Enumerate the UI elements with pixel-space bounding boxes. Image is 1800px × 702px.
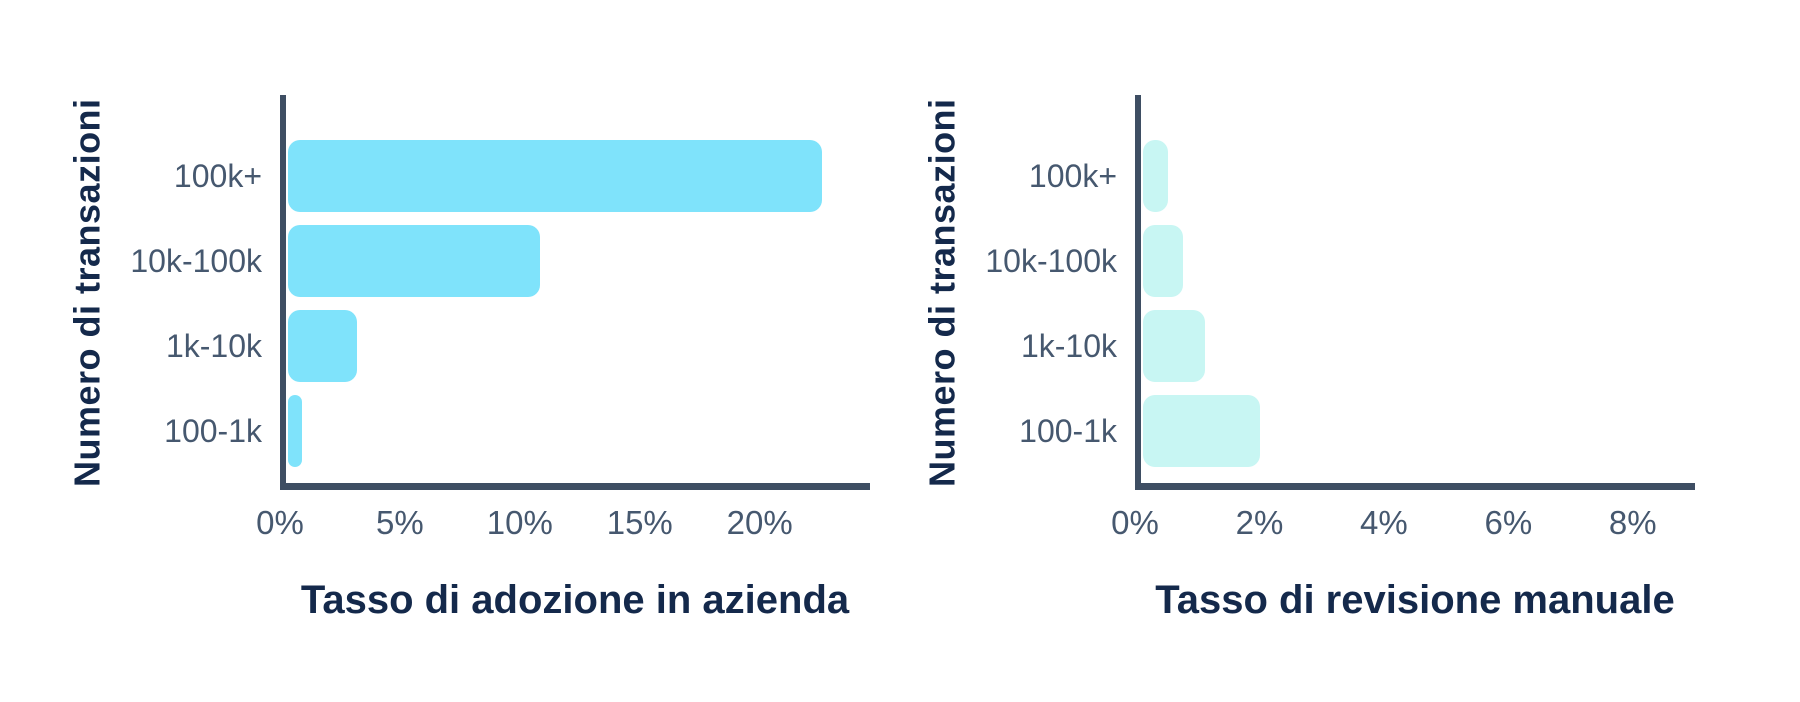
x-tick-label: 10% <box>486 504 553 541</box>
bar-100k- <box>1143 140 1168 212</box>
title-spacer <box>55 578 280 623</box>
bar-100k- <box>288 140 823 212</box>
bar-1k-10k <box>1143 310 1205 382</box>
x-tick-label: 15% <box>606 504 673 541</box>
x-tick-label: 4% <box>1360 504 1408 541</box>
category-label: 100-1k <box>1019 412 1117 449</box>
x-tick-label: 2% <box>1235 504 1284 541</box>
title-row: Tasso di adozione in azienda <box>55 578 870 623</box>
x-tick-label: 0% <box>256 504 304 541</box>
x-tick-label: 20% <box>726 504 793 541</box>
chart-title: Tasso di revisione manuale <box>1155 578 1675 622</box>
bars-container <box>286 95 870 467</box>
y-axis-title: Numero di transazioni <box>921 98 963 487</box>
y-axis-title: Numero di transazioni <box>66 98 108 487</box>
bar-10k-100k <box>288 225 540 297</box>
axis-spacer <box>55 490 280 550</box>
x-tick-label: 5% <box>376 504 424 541</box>
title-row: Tasso di revisione manuale <box>910 578 1695 623</box>
category-label: 10k-100k <box>985 242 1117 279</box>
bars-container <box>1141 95 1695 467</box>
bar-1k-10k <box>288 310 357 382</box>
category-label: 10k-100k <box>130 242 262 279</box>
category-labels: 100k+ 10k-100k 1k-10k 100-1k <box>120 95 280 490</box>
chart-adoption-rate: Numero di transazioni 100k+ 10k-100k 1k-10… <box>55 95 870 702</box>
category-labels: 100k+ 10k-100k 1k-10k 100-1k <box>975 95 1135 490</box>
category-label: 100k+ <box>173 157 262 194</box>
x-tick-label: 0% <box>1111 504 1159 541</box>
bar-10k-100k <box>1143 225 1183 297</box>
category-label: 1k-10k <box>1020 327 1117 364</box>
axis-spacer <box>910 490 1135 550</box>
bar-100-1k <box>1143 395 1260 467</box>
plot-area <box>1135 95 1695 490</box>
chart-body: Numero di transazioni 100k+ 10k-100k 1k-10… <box>55 95 870 490</box>
x-tick-label: 6% <box>1484 504 1533 541</box>
x-axis-row: 0% 2% 4% 6% 8% <box>910 490 1695 550</box>
x-axis-ticks: 0% 2% 4% 6% 8% <box>1111 490 1695 550</box>
chart-title: Tasso di adozione in azienda <box>300 578 850 622</box>
category-label: 100k+ <box>1028 157 1117 194</box>
title-spacer <box>910 578 1135 623</box>
chart-body: Numero di transazioni 100k+ 10k-100k 1k-10… <box>910 95 1695 490</box>
category-label: 1k-10k <box>165 327 262 364</box>
x-tick-label: 8% <box>1608 504 1657 541</box>
category-label: 100-1k <box>164 412 262 449</box>
chart-manual-review-rate: Numero di transazioni 100k+ 10k-100k 1k-10… <box>910 95 1695 702</box>
plot-area <box>280 95 870 490</box>
bar-100-1k <box>288 395 303 467</box>
x-axis-row: 0% 5% 10% 15% 20% <box>55 490 870 550</box>
x-axis-ticks: 0% 5% 10% 15% 20% <box>256 490 870 550</box>
